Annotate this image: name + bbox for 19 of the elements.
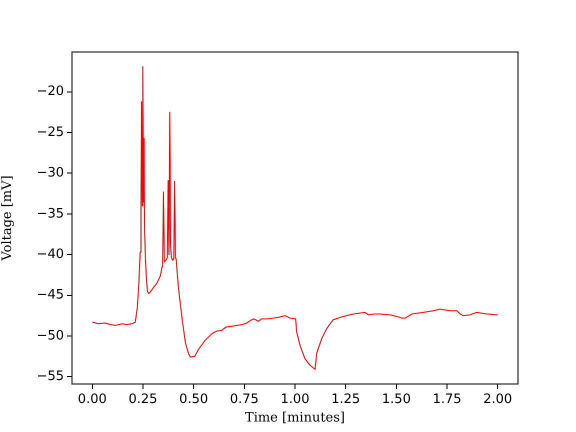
y-axis-title: Voltage [mV] <box>0 175 16 262</box>
x-tick-label: 1.50 <box>382 392 411 408</box>
y-tick-label: −40 <box>36 246 64 262</box>
y-tick-label: −55 <box>36 369 64 384</box>
y-tick-label: −35 <box>36 206 64 222</box>
x-tick-label: 0.75 <box>230 392 259 408</box>
x-tick-label: 1.25 <box>331 392 360 408</box>
x-tick-label: 0.50 <box>179 392 208 408</box>
x-axis-title: Time [minutes] <box>245 410 345 426</box>
x-tick-label: 0.25 <box>128 392 158 408</box>
y-tick-label: −20 <box>36 84 64 100</box>
x-tick-label: 1.00 <box>280 392 310 408</box>
x-tick-label: 1.75 <box>432 392 462 408</box>
x-tick-label: 0.00 <box>78 392 107 408</box>
y-tick-label: −30 <box>36 166 64 181</box>
y-tick-label: −50 <box>36 328 64 344</box>
y-tick-label: −25 <box>36 124 64 140</box>
x-tick-label: 2.00 <box>483 392 512 408</box>
y-tick-label: −45 <box>36 288 64 303</box>
